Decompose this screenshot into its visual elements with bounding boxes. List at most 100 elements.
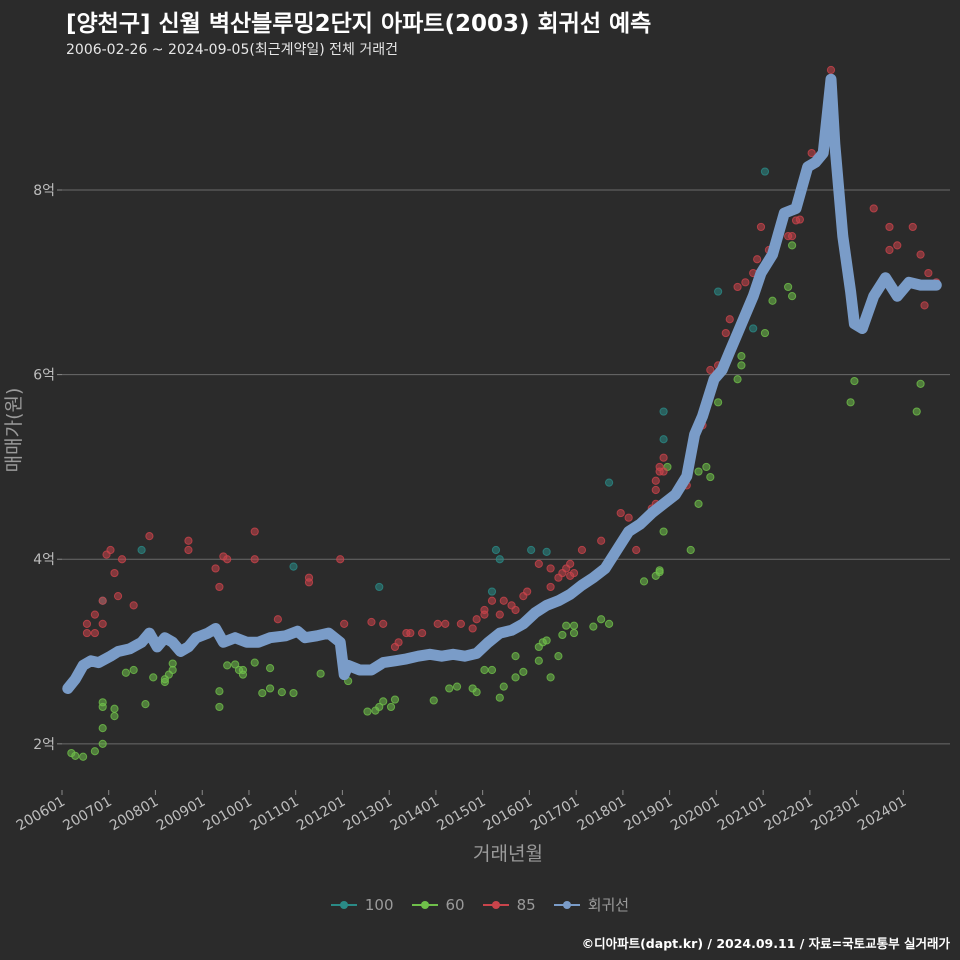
point-60 (787, 292, 797, 301)
point-60 (238, 665, 248, 675)
point-85 (511, 605, 520, 615)
point-85 (916, 250, 925, 259)
point-85 (741, 278, 750, 287)
point-85 (523, 587, 532, 596)
x-tick-label: 201401 (388, 794, 442, 835)
point-60 (141, 700, 150, 709)
source-caption: ©디아파트(dapt.kr) / 2024.09.11 / 자료=국토교통부 실… (581, 936, 950, 951)
point-85 (250, 555, 259, 564)
point-85 (113, 592, 123, 601)
point-85 (98, 596, 107, 605)
point-60 (445, 684, 454, 693)
point-60 (223, 661, 232, 670)
point-60 (702, 462, 711, 472)
point-85 (250, 527, 259, 536)
legend-label-regression: 회귀선 (587, 896, 630, 914)
scatter-points (67, 65, 941, 761)
point-60 (472, 688, 481, 697)
point-85 (924, 268, 933, 278)
point-85 (546, 582, 555, 592)
x-tick-label: 201501 (434, 794, 488, 835)
point-60 (916, 379, 925, 388)
point-60 (554, 652, 563, 661)
point-60 (480, 665, 489, 675)
point-60 (534, 656, 543, 665)
point-85 (706, 365, 715, 375)
point-60 (390, 695, 400, 704)
point-60 (168, 659, 177, 668)
y-axis-label: 매매가(원) (3, 388, 25, 473)
point-85 (184, 545, 193, 555)
point-60 (90, 747, 99, 756)
point-60 (215, 702, 224, 712)
point-100 (375, 582, 384, 592)
point-60 (694, 467, 703, 476)
point-85 (569, 568, 579, 578)
legend-key-60 (411, 898, 438, 912)
x-tick-label: 201601 (481, 794, 535, 835)
point-85 (82, 628, 92, 638)
legend-item-60: 60 (411, 895, 465, 914)
point-60 (231, 660, 240, 669)
legend-label-60: 60 (445, 895, 465, 914)
point-100 (760, 167, 770, 176)
point-60 (110, 704, 119, 713)
point-60 (265, 664, 275, 673)
x-tick-label: 201701 (528, 794, 582, 835)
point-60 (316, 669, 325, 678)
point-60 (277, 688, 286, 697)
point-100 (749, 324, 758, 333)
point-60 (499, 682, 508, 691)
point-60 (129, 665, 138, 675)
point-85 (659, 453, 668, 462)
point-85 (920, 301, 929, 310)
point-85 (456, 619, 465, 628)
point-60 (511, 652, 520, 661)
point-60 (912, 407, 921, 416)
x-tick-label: 201801 (575, 794, 629, 835)
point-85 (577, 545, 587, 555)
point-60 (787, 241, 797, 250)
point-85 (487, 596, 497, 605)
point-60 (386, 702, 396, 712)
y-tick-label: 4억 (33, 552, 55, 568)
point-85 (441, 619, 450, 628)
point-60 (363, 707, 372, 716)
point-60 (375, 702, 384, 712)
point-100 (659, 407, 668, 416)
x-axis-label: 거래년월 (473, 843, 543, 865)
x-tick-label: 201001 (201, 794, 255, 835)
point-60 (215, 687, 224, 696)
point-60 (98, 724, 107, 733)
legend-key-regression (553, 898, 580, 912)
legend-label-100: 100 (364, 895, 394, 914)
point-85 (616, 508, 625, 518)
point-100 (527, 545, 536, 555)
point-60 (569, 628, 579, 638)
point-85 (566, 559, 575, 568)
point-60 (597, 615, 606, 624)
point-60 (121, 668, 130, 677)
point-85 (304, 573, 314, 582)
x-tick-label: 202001 (668, 794, 722, 835)
point-60 (149, 673, 158, 682)
point-60 (604, 619, 614, 628)
point-60 (569, 621, 579, 630)
point-85 (184, 536, 193, 545)
point-85 (733, 282, 742, 292)
point-85 (145, 532, 154, 541)
point-85 (379, 619, 388, 628)
point-85 (787, 232, 797, 241)
point-85 (893, 241, 902, 250)
x-axis: 2006012007012008012009012010012011012012… (14, 790, 909, 835)
point-85 (223, 555, 232, 564)
x-tick-label: 202401 (855, 794, 909, 835)
legend: 100 60 85 회귀선 (0, 894, 960, 915)
x-tick-label: 201101 (247, 794, 301, 835)
regression-line-path (62, 73, 942, 694)
y-tick-label: 6억 (33, 368, 55, 384)
point-85 (721, 328, 730, 338)
point-60 (850, 376, 859, 386)
point-85 (597, 536, 606, 545)
x-tick-label: 202101 (715, 794, 769, 835)
